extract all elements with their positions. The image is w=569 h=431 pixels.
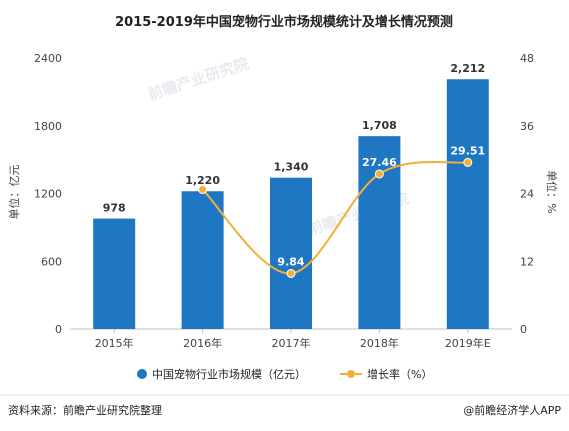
y-right-tick-label: 36 — [520, 120, 534, 133]
y-left-tick-label: 0 — [55, 323, 62, 336]
y-right-tick-label: 0 — [520, 323, 527, 336]
legend-label-rate: 增长率（%） — [367, 367, 432, 381]
bar — [270, 177, 312, 329]
y-left-tick-label: 1800 — [34, 120, 62, 133]
y-axis-left: 0 600 1200 1800 2400 — [34, 52, 62, 336]
x-tick-label: 2019年E — [445, 336, 491, 350]
y-left-tick-label: 2400 — [34, 52, 62, 65]
x-axis: 2015年 2016年 2017年 2018年 2019年E — [95, 329, 491, 350]
bar-value-label: 1,220 — [185, 174, 220, 187]
watermark-text: 前瞻产业研究院 — [146, 54, 251, 104]
legend-marker-rate — [347, 370, 355, 378]
x-tick-label: 2015年 — [95, 336, 134, 350]
growth-rate-point — [374, 169, 384, 179]
growth-rate-label: 29.51 — [450, 144, 485, 157]
legend-label-bar: 中国宠物行业市场规模（亿元） — [152, 367, 306, 381]
line-data-labels: 9.84 27.46 29.51 — [277, 144, 485, 268]
growth-rate-label: 9.84 — [277, 255, 304, 268]
chart-title: 2015-2019年中国宠物行业市场规模统计及增长情况预测 — [115, 14, 453, 30]
growth-rate-point — [198, 185, 208, 195]
bar — [181, 191, 224, 329]
growth-rate-line — [201, 160, 468, 275]
legend: 中国宠物行业市场规模（亿元） 增长率（%） — [137, 367, 432, 381]
growth-rate-point — [463, 157, 473, 167]
y-right-tick-label: 24 — [520, 188, 534, 201]
legend-marker-bar — [137, 369, 147, 379]
bar-value-label: 978 — [103, 202, 126, 215]
bar-data-labels: 978 1,220 1,340 1,708 2,212 — [103, 62, 485, 214]
footer-brand: @前瞻经济学人APP — [463, 403, 561, 417]
y-axis-right: 0 12 24 36 48 — [520, 52, 534, 336]
y-axis-left-label: 单位：亿元 — [7, 165, 21, 220]
bar-value-label: 2,212 — [450, 62, 485, 75]
y-right-tick-label: 12 — [520, 255, 534, 268]
bar-value-label: 1,708 — [362, 119, 397, 132]
bar-series — [93, 79, 489, 329]
x-tick-label: 2016年 — [183, 336, 222, 350]
line-series — [198, 157, 473, 278]
bar-value-label: 1,340 — [274, 161, 309, 174]
bar — [446, 79, 489, 329]
growth-rate-label: 27.46 — [362, 156, 397, 169]
bar — [93, 218, 136, 329]
y-left-tick-label: 1200 — [34, 188, 62, 201]
x-tick-label: 2017年 — [272, 336, 311, 350]
footer-source: 资料来源：前瞻产业研究院整理 — [8, 403, 162, 417]
growth-rate-point — [286, 268, 296, 278]
y-left-tick-label: 600 — [41, 255, 62, 268]
x-tick-label: 2018年 — [360, 336, 399, 350]
y-right-tick-label: 48 — [520, 52, 534, 65]
y-axis-right-label: 单位：% — [545, 170, 559, 213]
